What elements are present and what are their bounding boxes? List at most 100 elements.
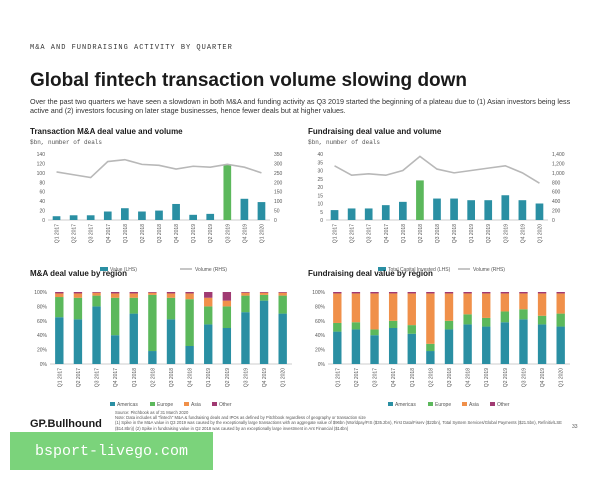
x-tick-label: Q2 2017 bbox=[354, 368, 360, 387]
stack-segment-other bbox=[129, 292, 138, 294]
bar bbox=[330, 210, 339, 220]
x-tick-label: Q2 2017 bbox=[350, 224, 356, 243]
stack-segment-europe bbox=[259, 294, 269, 301]
x-tick-label: Q4 2018 bbox=[466, 368, 472, 387]
y-left-tick-label: 60 bbox=[39, 190, 45, 196]
bar bbox=[206, 213, 215, 220]
stack-segment-europe bbox=[500, 311, 510, 323]
bar bbox=[399, 201, 407, 220]
stack-segment-asia bbox=[519, 293, 528, 310]
y-tick-label: 0% bbox=[40, 362, 48, 368]
x-tick-label: Q1 2018 bbox=[123, 224, 129, 243]
stack-segment-other bbox=[556, 292, 565, 294]
stack-segment-other bbox=[204, 292, 213, 298]
legend-label-line: Volume (RHS) bbox=[195, 267, 227, 273]
stack-segment-asia bbox=[500, 293, 510, 312]
y-right-tick-label: 250 bbox=[274, 171, 283, 177]
stack-segment-asia bbox=[388, 293, 398, 321]
bar bbox=[257, 202, 266, 220]
y-right-tick-label: 100 bbox=[274, 199, 283, 205]
stack-segment-asia bbox=[407, 293, 416, 326]
stack-segment-europe bbox=[166, 297, 176, 320]
legend-label-bar: Total Capital Invested (LHS) bbox=[388, 267, 451, 273]
y-left-tick-label: 80 bbox=[39, 180, 45, 186]
stack-segment-other bbox=[444, 292, 454, 294]
y-tick-label: 80% bbox=[315, 304, 326, 310]
stack-segment-other bbox=[92, 292, 101, 293]
legend-swatch-europe bbox=[428, 402, 433, 406]
bar bbox=[364, 208, 373, 220]
stack-segment-americas bbox=[204, 324, 213, 364]
x-tick-label: Q3 2017 bbox=[367, 224, 373, 243]
y-left-tick-label: 0 bbox=[320, 218, 323, 224]
y-left-tick-label: 0 bbox=[42, 218, 45, 224]
bar bbox=[138, 211, 146, 220]
watermark-text: bsport-livego.com bbox=[34, 442, 189, 460]
x-tick-label: Q2 2018 bbox=[150, 368, 156, 387]
stack-segment-americas bbox=[556, 326, 565, 364]
stack-segment-asia bbox=[110, 293, 120, 298]
legend-label-other: Other bbox=[497, 402, 510, 408]
stack-segment-americas bbox=[500, 322, 510, 364]
y-right-tick-label: 800 bbox=[552, 180, 561, 186]
y-right-tick-label: 0 bbox=[274, 218, 277, 224]
y-left-tick-label: 40 bbox=[39, 199, 45, 205]
stack-segment-europe bbox=[426, 343, 435, 352]
y-left-tick-label: 5 bbox=[320, 210, 323, 216]
stack-segment-other bbox=[388, 292, 398, 294]
y-left-tick-label: 140 bbox=[37, 152, 46, 158]
stack-segment-asia bbox=[129, 293, 138, 298]
stack-segment-americas bbox=[73, 319, 83, 364]
stack-segment-other bbox=[185, 292, 194, 294]
x-tick-label: Q3 2019 bbox=[521, 368, 527, 387]
legend-swatch-other bbox=[490, 402, 495, 406]
stack-segment-europe bbox=[556, 313, 565, 327]
x-tick-label: Q3 2019 bbox=[503, 224, 509, 243]
stack-segment-americas bbox=[482, 326, 491, 364]
stack-segment-other bbox=[333, 292, 342, 294]
stack-segment-europe bbox=[407, 325, 416, 334]
y-right-tick-label: 350 bbox=[274, 152, 283, 158]
legend-label-other: Other bbox=[219, 402, 232, 408]
y-tick-label: 40% bbox=[315, 333, 326, 339]
stack-segment-other bbox=[73, 292, 83, 294]
bar bbox=[416, 180, 424, 220]
stack-segment-asia bbox=[482, 293, 491, 318]
footer-source: Source: Pitchbook as of 31 March 2020 No… bbox=[115, 410, 575, 431]
stack-segment-europe bbox=[444, 320, 454, 330]
bar bbox=[52, 216, 61, 220]
stack-segment-asia bbox=[148, 292, 157, 295]
y-left-tick-label: 40 bbox=[317, 152, 323, 158]
legend-label-europe: Europe bbox=[157, 402, 173, 408]
section-kicker: M&A AND FUNDRAISING ACTIVITY BY QUARTER bbox=[30, 44, 233, 52]
x-tick-label: Q4 2018 bbox=[188, 368, 194, 387]
x-tick-label: Q3 2017 bbox=[95, 368, 101, 387]
stack-segment-americas bbox=[110, 335, 120, 364]
bar bbox=[381, 205, 390, 220]
bar bbox=[155, 210, 163, 220]
stack-segment-other bbox=[166, 292, 176, 294]
stack-segment-other bbox=[148, 292, 157, 293]
x-tick-label: Q1 2020 bbox=[281, 368, 287, 387]
legend-label-asia: Asia bbox=[469, 402, 479, 408]
x-tick-label: Q3 2019 bbox=[225, 224, 231, 243]
stack-segment-americas bbox=[463, 324, 472, 364]
page-title: Global fintech transaction volume slowin… bbox=[30, 70, 468, 91]
y-right-tick-label: 300 bbox=[274, 161, 283, 167]
x-tick-label: Q3 2018 bbox=[435, 224, 441, 243]
chart-fund-region: 0% 20% 40% 60% 80% 100% Q1 2017 Q2 2017 Q3 2017 Q… bbox=[312, 290, 570, 408]
stack-segment-europe bbox=[222, 306, 232, 328]
chart-fund-value-volume: 051015202530354002004006008001,0001,2001… bbox=[317, 152, 564, 273]
legend-swatch-bar bbox=[378, 267, 386, 271]
brand-logo: GP.Bullhound bbox=[30, 418, 102, 430]
stack-segment-europe bbox=[110, 297, 120, 336]
stack-segment-americas bbox=[333, 331, 342, 364]
source-line: Source: Pitchbook as of 31 March 2020 bbox=[115, 410, 189, 415]
stack-segment-americas bbox=[241, 312, 250, 364]
stack-segment-europe bbox=[482, 317, 491, 327]
stack-segment-asia bbox=[92, 292, 101, 296]
x-tick-label: Q1 2018 bbox=[410, 368, 416, 387]
x-tick-label: Q3 2018 bbox=[447, 368, 453, 387]
stack-segment-europe bbox=[204, 306, 213, 325]
y-right-tick-label: 200 bbox=[274, 180, 283, 186]
